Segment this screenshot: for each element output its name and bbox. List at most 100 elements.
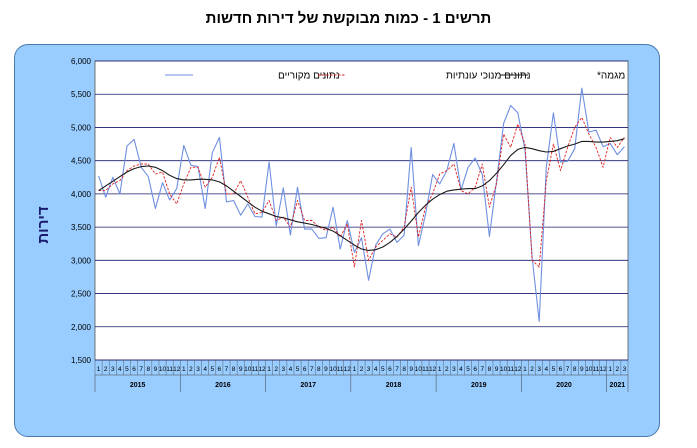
chart-title: תרשים 1 - כמות מבוקשת של דירות חדשות <box>205 10 492 27</box>
month-label: 10 <box>329 366 337 373</box>
month-label: 10 <box>159 366 167 373</box>
month-label: 6 <box>559 366 563 373</box>
y-tick-label: 1,500 <box>71 356 92 365</box>
month-label: 9 <box>154 366 158 373</box>
month-label: 5 <box>296 366 300 373</box>
month-label: 5 <box>381 366 385 373</box>
month-label: 4 <box>459 366 463 373</box>
year-label: 2018 <box>386 382 402 389</box>
month-label: 9 <box>239 366 243 373</box>
month-label: 2 <box>274 366 278 373</box>
month-label: 6 <box>473 366 477 373</box>
month-label: 1 <box>438 366 442 373</box>
month-label: 5 <box>466 366 470 373</box>
year-label: 2021 <box>610 382 626 389</box>
month-label: 1 <box>267 366 271 373</box>
series-line-2 <box>98 117 625 268</box>
month-label: 5 <box>210 366 214 373</box>
month-label: 11 <box>507 366 514 373</box>
month-label: 12 <box>258 366 266 373</box>
month-label: 1 <box>353 366 357 373</box>
month-label: 4 <box>374 366 378 373</box>
month-label: 11 <box>252 366 259 373</box>
month-label: 8 <box>573 366 577 373</box>
y-tick-label: 6,000 <box>71 57 92 66</box>
month-label: 10 <box>585 366 593 373</box>
month-label: 2 <box>360 366 364 373</box>
year-label: 2015 <box>130 382 146 389</box>
month-label: 2 <box>104 366 108 373</box>
plot-background <box>94 60 629 361</box>
y-tick-label: 4,000 <box>71 190 92 199</box>
month-label: 10 <box>415 366 423 373</box>
month-label: 2 <box>445 366 449 373</box>
month-label: 6 <box>388 366 392 373</box>
month-label: 7 <box>225 366 229 373</box>
month-label: 11 <box>166 366 173 373</box>
month-label: 6 <box>132 366 136 373</box>
month-label: 1 <box>182 366 186 373</box>
month-label: 2 <box>189 366 193 373</box>
month-label: 1 <box>523 366 527 373</box>
legend-label-1: נתונים מקוריים <box>278 71 340 82</box>
month-label: 9 <box>580 366 584 373</box>
y-tick-label: 5,500 <box>71 90 92 99</box>
grid-lines <box>95 60 628 361</box>
plot-area <box>94 60 629 361</box>
legend-label-3: מגמה* <box>597 71 625 82</box>
month-label: 12 <box>600 366 608 373</box>
month-label: 2 <box>616 366 620 373</box>
month-label: 1 <box>608 366 612 373</box>
month-label: 11 <box>337 366 344 373</box>
y-tick-label: 2,500 <box>71 290 92 299</box>
month-label: 3 <box>111 366 115 373</box>
month-label: 4 <box>289 366 293 373</box>
series-group <box>98 87 625 323</box>
month-label: 8 <box>488 366 492 373</box>
month-label: 10 <box>500 366 508 373</box>
month-label: 7 <box>310 366 314 373</box>
month-label: 3 <box>623 366 627 373</box>
year-label: 2016 <box>215 382 231 389</box>
month-label: 12 <box>173 366 181 373</box>
y-tick-label: 4,500 <box>71 157 92 166</box>
month-label: 3 <box>367 366 371 373</box>
month-label: 5 <box>125 366 129 373</box>
month-label: 10 <box>244 366 252 373</box>
series-line-1 <box>98 87 625 323</box>
year-label: 2019 <box>471 382 487 389</box>
legend: נתונים מקוריים נתונים מנוכי עונתיות מגמה* <box>165 71 625 82</box>
month-label: 8 <box>146 366 150 373</box>
month-label: 7 <box>395 366 399 373</box>
month-label: 12 <box>344 366 352 373</box>
month-label: 7 <box>481 366 485 373</box>
month-label: 3 <box>452 366 456 373</box>
y-tick-label: 3,000 <box>71 256 92 265</box>
month-label: 11 <box>593 366 600 373</box>
y-tick-label: 5,000 <box>71 123 92 132</box>
month-label: 9 <box>495 366 499 373</box>
month-label: 4 <box>203 366 207 373</box>
month-label: 3 <box>196 366 200 373</box>
month-label: 7 <box>566 366 570 373</box>
month-label: 2 <box>530 366 534 373</box>
month-label: 12 <box>514 366 522 373</box>
month-label: 6 <box>303 366 307 373</box>
month-label: 12 <box>429 366 437 373</box>
month-label: 11 <box>422 366 429 373</box>
month-label: 8 <box>402 366 406 373</box>
month-label: 8 <box>232 366 236 373</box>
month-label: 3 <box>282 366 286 373</box>
month-label: 5 <box>552 366 556 373</box>
year-label: 2020 <box>556 382 572 389</box>
month-label: 1 <box>97 366 101 373</box>
month-label: 4 <box>118 366 122 373</box>
month-label: 4 <box>544 366 548 373</box>
month-label: 6 <box>218 366 222 373</box>
y-tick-label: 2,000 <box>71 323 92 332</box>
y-axis: 1,500 2,000 2,500 3,000 3,500 4,000 4,500 5,000… <box>71 57 92 365</box>
month-label: 9 <box>324 366 328 373</box>
month-label: 7 <box>139 366 143 373</box>
y-axis-title: דירות <box>35 206 52 243</box>
